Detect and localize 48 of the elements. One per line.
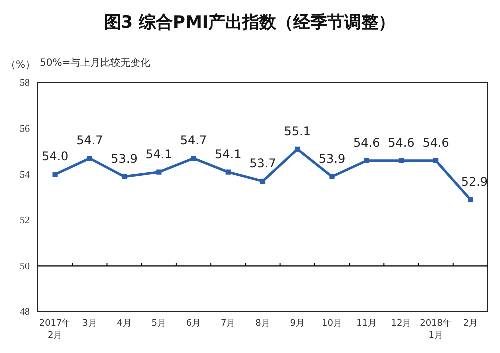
y-tick-label: 58 xyxy=(20,78,30,90)
point xyxy=(295,146,300,152)
y-tick-label: 50 xyxy=(20,261,30,272)
point xyxy=(364,158,370,164)
x-tick-label: 2018年 1月 xyxy=(420,318,452,341)
text: 50%=与上月比较无变化 xyxy=(40,57,151,69)
data-label: 54.6 xyxy=(422,136,450,150)
data-label: 54.1 xyxy=(215,147,242,162)
y-tick-label: 48 xyxy=(20,307,30,318)
x-tick-label: 6月 xyxy=(186,319,202,329)
point xyxy=(226,170,231,175)
point xyxy=(87,156,92,162)
x-tick-label: 11月 xyxy=(356,319,378,329)
x-tick-label: 9月 xyxy=(290,319,305,329)
data-label: 54.7 xyxy=(180,134,208,148)
data-label: 53.7 xyxy=(250,156,276,170)
data-label: 55.1 xyxy=(284,124,311,138)
point xyxy=(468,197,474,202)
x-tick-label: 12月 xyxy=(391,319,412,329)
x-tick-label: 8月 xyxy=(256,319,270,329)
data-label: 54.7 xyxy=(76,134,104,148)
y-tick-label: 56 xyxy=(20,124,30,135)
x-tick-label: 2017年 2月 xyxy=(39,318,72,341)
data-label: 54.0 xyxy=(42,150,69,164)
data-label: 54.6 xyxy=(353,136,380,150)
x-tick-label: 4月 xyxy=(117,319,132,329)
data-label: 53.9 xyxy=(111,152,138,166)
data-label: 53.9 xyxy=(318,152,346,166)
x-tick-label: 7月 xyxy=(221,319,236,329)
y-tick-label: 52 xyxy=(20,216,30,227)
point xyxy=(156,170,162,175)
point xyxy=(191,156,196,162)
x-tick-label: 10月 xyxy=(322,319,342,329)
data-label: 54.6 xyxy=(388,136,415,150)
y-axis-title: （%） xyxy=(6,60,36,71)
x-tick-label: 2月 xyxy=(463,319,478,329)
point xyxy=(330,174,335,180)
x-tick-label: 5月 xyxy=(152,319,167,329)
point xyxy=(434,158,439,164)
point xyxy=(52,172,58,178)
data-label: 54.1 xyxy=(146,147,173,162)
x-tick-label: 3月 xyxy=(82,319,98,329)
point xyxy=(260,178,266,184)
point xyxy=(398,158,404,164)
y-tick-label: 54 xyxy=(20,170,30,181)
data-label: 52.9 xyxy=(461,174,488,189)
point xyxy=(122,174,128,180)
chart-title: 图3 综合PMI产出指数（经季节调整） xyxy=(104,13,396,33)
